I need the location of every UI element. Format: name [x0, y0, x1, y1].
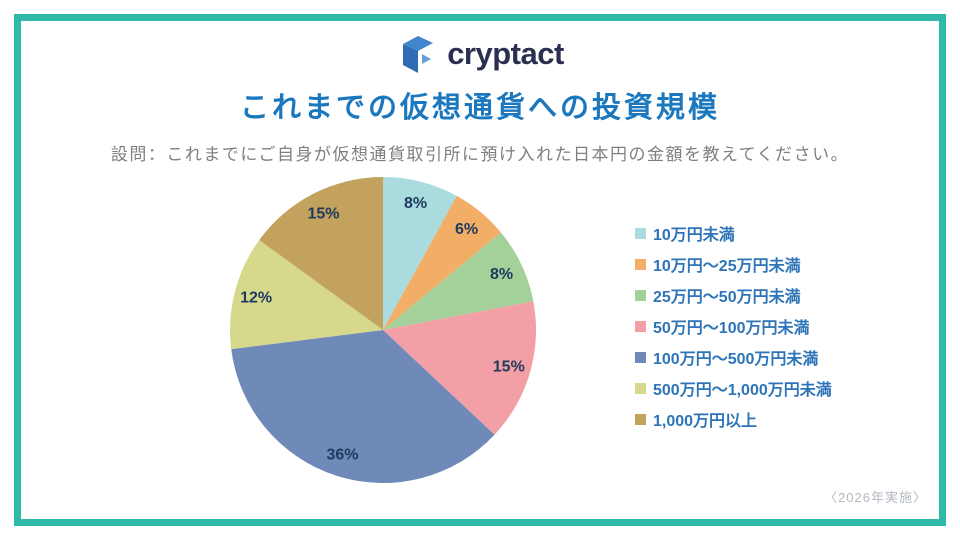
pie-slice-label: 15%	[307, 205, 339, 222]
legend-item: 1,000万円以上	[635, 410, 832, 430]
legend-swatch-icon	[635, 382, 646, 394]
cryptact-wordmark: cryptact	[447, 36, 564, 71]
legend-label: 100万円〜500万円未満	[653, 351, 819, 368]
legend-swatch-icon	[635, 413, 646, 425]
pie-slice	[383, 177, 457, 330]
pie-slice	[230, 240, 383, 350]
page-title: これまでの仮想通貨への投資規模	[239, 92, 720, 124]
legend-label: 50万円〜100万円未満	[653, 320, 810, 337]
pie-slice	[383, 301, 537, 435]
legend-swatch-icon	[635, 351, 646, 363]
pie-slice-label: 15%	[493, 359, 525, 376]
pie-slice-label: 8%	[404, 195, 427, 212]
pie-slice-label: 8%	[490, 266, 513, 283]
legend-swatch-icon	[635, 320, 646, 332]
legend-label: 10万円〜25万円未満	[653, 258, 801, 275]
legend-item: 100万円〜500万円未満	[635, 348, 832, 368]
pie-slice	[231, 330, 495, 483]
legend-swatch-icon	[635, 289, 646, 301]
legend-label: 1,000万円以上	[653, 413, 758, 430]
survey-question-subtitle: 設問：これまでにご自身が仮想通貨取引所に預け入れた日本円の金額を教えてください。	[110, 145, 850, 164]
legend-label: 25万円〜50万円未満	[653, 289, 801, 306]
pie-slice-label: 12%	[240, 289, 272, 306]
pie-slice-label: 6%	[455, 221, 478, 238]
legend-item: 25万円〜50万円未満	[635, 286, 832, 306]
pie-chart-area: 8% 6% 8% 15% 36% 12% 15%	[223, 170, 543, 490]
legend-label: 10万円未満	[653, 227, 735, 244]
cryptact-logo: cryptact	[0, 32, 960, 76]
pie-slice	[259, 177, 383, 330]
legend: 10万円未満 10万円〜25万円未満 25万円〜50万円未満 50万円〜100万円未満…	[635, 224, 832, 430]
legend-item: 50万円〜100万円未満	[635, 317, 832, 337]
legend-item: 500万円〜1,000万円未満	[635, 379, 832, 399]
pie-slice	[383, 232, 534, 330]
legend-item: 10万円未満	[635, 224, 832, 244]
legend-label: 500万円〜1,000万円未満	[653, 382, 832, 399]
legend-swatch-icon	[635, 227, 646, 239]
legend-item: 10万円〜25万円未満	[635, 255, 832, 275]
survey-year-note: 〈2026年実施〉	[824, 490, 927, 505]
cryptact-cube-icon	[403, 36, 434, 73]
pie-slice	[383, 195, 501, 330]
pie-slice-label: 36%	[326, 447, 358, 464]
pie-chart: 8% 6% 8% 15% 36% 12% 15%	[230, 177, 537, 483]
legend-swatch-icon	[635, 258, 646, 270]
